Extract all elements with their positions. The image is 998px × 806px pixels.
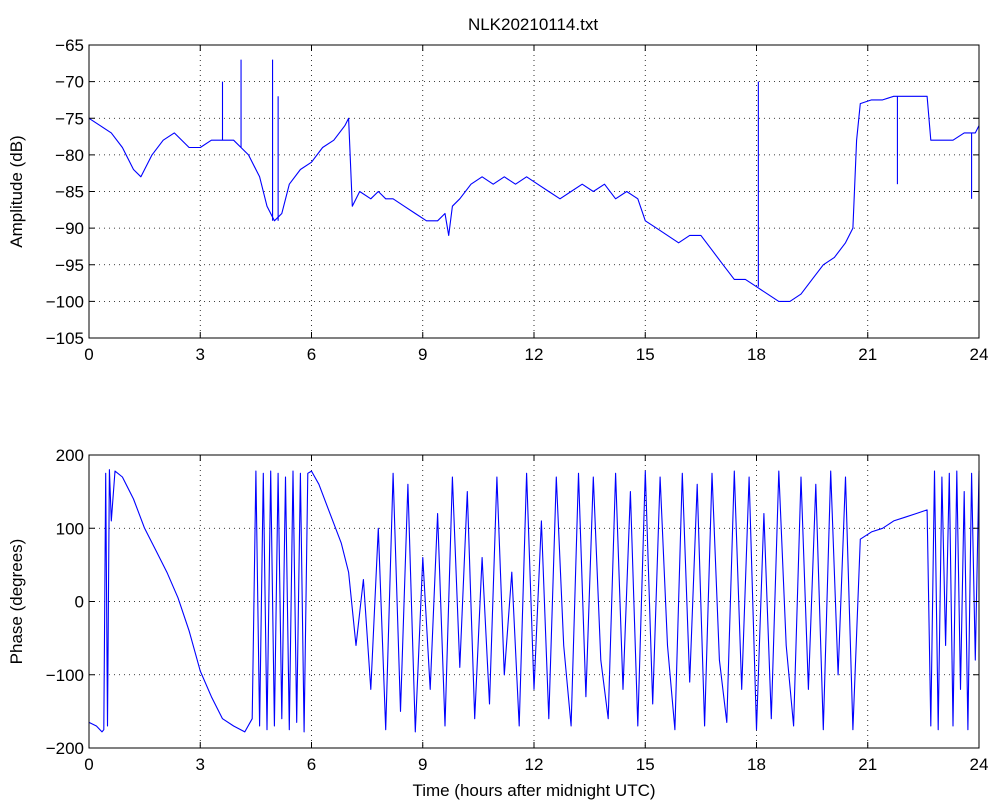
amplitude-y-tick-label: −105 <box>46 329 84 348</box>
phase-x-tick-label: 24 <box>970 755 989 774</box>
amplitude-x-tick-label: 21 <box>858 345 877 364</box>
phase-y-tick-label: 100 <box>56 519 84 538</box>
chart-title: NLK20210114.txt <box>468 15 598 34</box>
phase-y-tick-label: 200 <box>56 446 84 465</box>
amplitude-y-axis-label: Amplitude (dB) <box>7 135 26 247</box>
amplitude-y-tick-label: −85 <box>55 183 84 202</box>
phase-x-tick-label: 3 <box>196 755 205 774</box>
phase-y-axis-label: Phase (degrees) <box>7 539 26 665</box>
phase-y-tick-label: −100 <box>46 666 84 685</box>
amplitude-y-tick-label: −90 <box>55 219 84 238</box>
amplitude-x-tick-label: 15 <box>636 345 655 364</box>
phase-x-tick-label: 9 <box>418 755 427 774</box>
phase-x-tick-label: 0 <box>84 755 93 774</box>
phase-x-tick-label: 15 <box>636 755 655 774</box>
amplitude-x-tick-label: 12 <box>525 345 544 364</box>
phase-series-line <box>88 469 980 733</box>
amplitude-x-tick-label: 24 <box>970 345 989 364</box>
phase-panel: 0 3 6 9 12 15 18 21 24 −200 −100 0 100 200 Phase (degr… <box>7 446 988 800</box>
amplitude-y-tick-label: −65 <box>55 36 84 55</box>
amplitude-panel: 0 3 6 9 12 15 18 21 24 −105 −100 −95 −90 −85 −80 −75 −70… <box>7 36 988 364</box>
amplitude-series-line <box>88 95 980 302</box>
amplitude-y-tick-label: −100 <box>46 292 84 311</box>
amplitude-x-tick-label: 9 <box>418 345 427 364</box>
phase-y-tick-label: 0 <box>75 593 84 612</box>
phase-x-tick-label: 12 <box>525 755 544 774</box>
amplitude-x-tick-label: 6 <box>307 345 316 364</box>
phase-x-tick-label: 18 <box>747 755 766 774</box>
amplitude-x-tick-label: 0 <box>84 345 93 364</box>
amplitude-y-tick-label: −80 <box>55 146 84 165</box>
phase-x-tick-label: 6 <box>307 755 316 774</box>
phase-x-tick-label: 21 <box>858 755 877 774</box>
phase-y-tick-label: −200 <box>46 739 84 758</box>
amplitude-y-tick-label: −75 <box>55 109 84 128</box>
amplitude-y-tick-label: −70 <box>55 73 84 92</box>
amplitude-x-tick-label: 18 <box>747 345 766 364</box>
phase-x-axis-label: Time (hours after midnight UTC) <box>412 781 655 800</box>
amplitude-y-tick-label: −95 <box>55 256 84 275</box>
amplitude-x-tick-label: 3 <box>196 345 205 364</box>
